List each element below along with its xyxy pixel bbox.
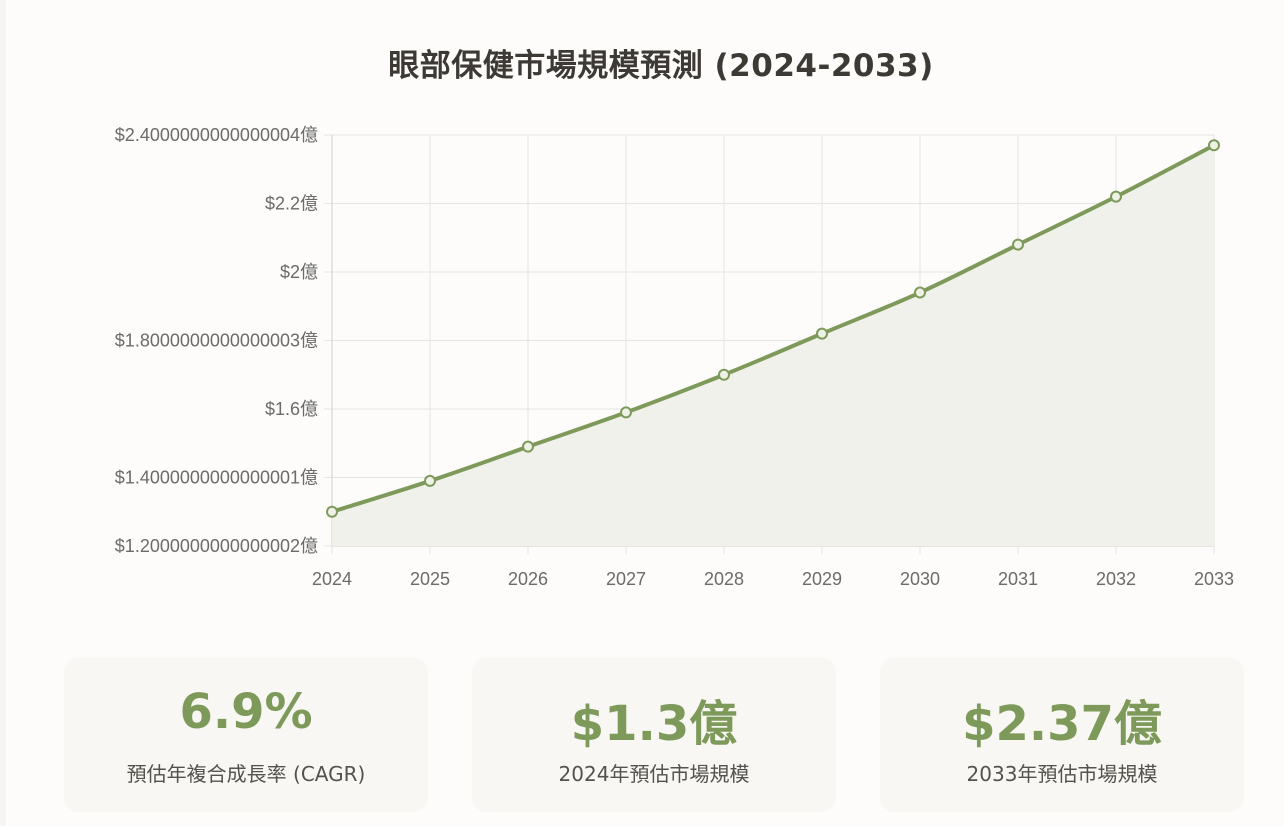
- x-tick-label: 2030: [900, 569, 940, 589]
- x-tick-label: 2033: [1194, 569, 1234, 589]
- data-point-2024: [326, 505, 338, 518]
- stat-card-2024-size: $1.3億 2024年預估市場規模: [472, 658, 836, 812]
- market-size-line-chart: $2.4000000000000004億 $2.2億 $2億 $1.800000000…: [115, 125, 1234, 589]
- data-point-2033: [1208, 139, 1220, 152]
- data-point-2030: [914, 286, 926, 299]
- x-tick-label: 2025: [410, 569, 450, 589]
- stat-label-2033-size: 2033年預估市場規模: [966, 762, 1158, 786]
- x-tick-label: 2032: [1096, 569, 1136, 589]
- series-line: [331, 143, 1215, 514]
- stat-label-2024-size: 2024年預估市場規模: [558, 762, 750, 786]
- data-point-2026: [522, 440, 534, 453]
- y-tick-label: $1.2000000000000002億: [115, 536, 318, 556]
- series-area: [332, 145, 1214, 546]
- data-point-2029: [816, 327, 828, 340]
- stat-value-2024-size: $1.3億: [570, 696, 738, 752]
- y-tick-label: $2.4000000000000004億: [115, 125, 318, 145]
- data-point-2028: [718, 368, 730, 381]
- y-tick-label: $2億: [280, 262, 318, 282]
- stat-value-2033-size: $2.37億: [962, 696, 1162, 752]
- y-tick-label: $1.4000000000000001億: [115, 468, 318, 488]
- x-tick-label: 2031: [998, 569, 1038, 589]
- stat-card-2033-size: $2.37億 2033年預估市場規模: [880, 658, 1244, 812]
- x-tick-label: 2026: [508, 569, 548, 589]
- x-tick-label: 2028: [704, 569, 744, 589]
- data-point-2031: [1012, 238, 1024, 251]
- stat-label-cagr: 預估年複合成長率 (CAGR): [126, 762, 366, 786]
- data-point-2032: [1110, 190, 1122, 203]
- stat-card-cagr: 6.9% 預估年複合成長率 (CAGR): [64, 658, 428, 812]
- data-point-2025: [424, 474, 436, 487]
- stat-value-cagr: 6.9%: [179, 684, 313, 740]
- x-tick-label: 2029: [802, 569, 842, 589]
- x-tick-label: 2027: [606, 569, 646, 589]
- y-tick-label: $2.2億: [265, 194, 318, 214]
- y-tick-label: $1.6億: [265, 399, 318, 419]
- page: 眼部保健市場規模預測 (2024-2033) $2.40000000000000…: [6, 0, 1284, 826]
- x-tick-label: 2024: [312, 569, 352, 589]
- y-tick-label: $1.8000000000000003億: [115, 331, 318, 351]
- data-point-2027: [620, 406, 632, 419]
- chart-title: 眼部保健市場規模預測 (2024-2033): [388, 48, 934, 84]
